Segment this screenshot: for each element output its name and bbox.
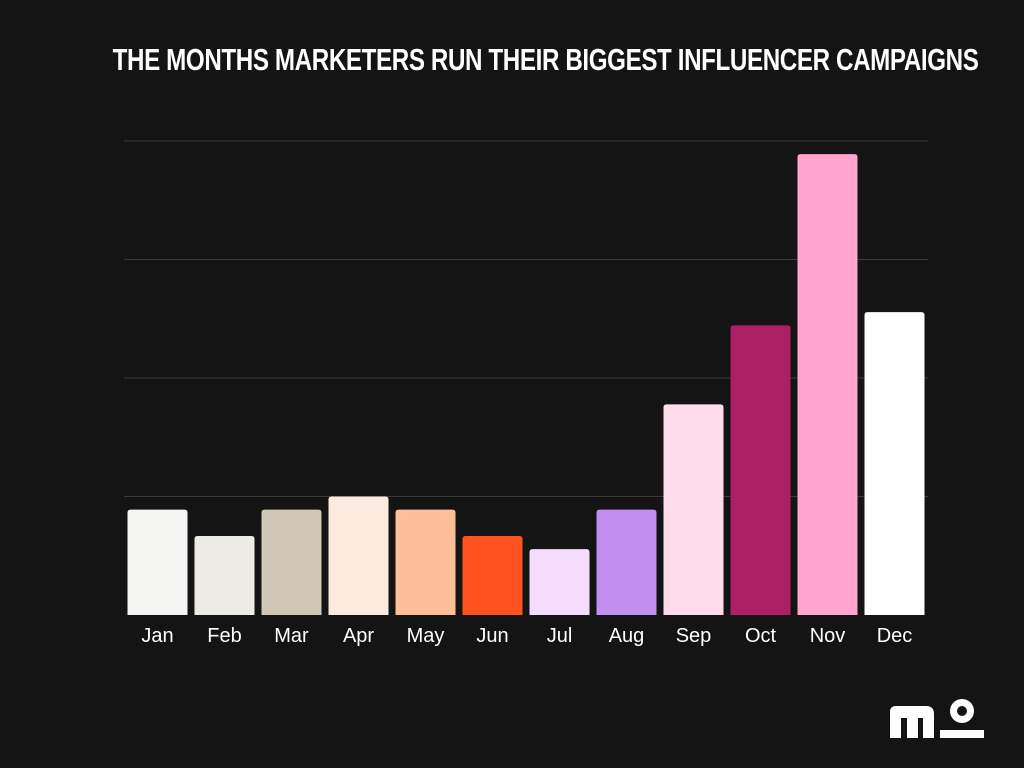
bar-jun — [462, 536, 523, 615]
x-tick-label: Jan — [141, 625, 173, 647]
bar-oct — [730, 325, 791, 615]
x-tick-label: Feb — [207, 625, 241, 647]
x-axis-labels: Jan Feb Mar Apr May Jun Jul Aug Sep Oct Nov Dec — [141, 625, 912, 647]
x-tick-label: Mar — [274, 625, 309, 647]
bar-aug — [596, 509, 657, 615]
gridlines — [124, 140, 928, 497]
bar-mar — [261, 509, 322, 615]
mo-logo-icon — [890, 699, 984, 738]
bar-dec — [864, 312, 925, 615]
x-tick-label: May — [407, 625, 445, 647]
x-tick-label: Apr — [343, 625, 374, 647]
x-tick-label: Jun — [476, 625, 508, 647]
bar-may — [395, 509, 456, 615]
bars — [127, 154, 925, 615]
x-tick-label: Dec — [877, 625, 913, 647]
x-tick-label: Sep — [676, 625, 712, 647]
x-tick-label: Jul — [547, 625, 573, 647]
bar-apr — [328, 496, 389, 615]
x-tick-label: Oct — [745, 625, 777, 647]
bar-jan — [127, 509, 188, 615]
bar-jul — [529, 549, 590, 615]
bar-nov — [797, 154, 858, 615]
x-tick-label: Aug — [609, 625, 645, 647]
bar-feb — [194, 536, 255, 615]
chart-title: THE MONTHS MARKETERS RUN THEIR BIGGEST I… — [112, 42, 979, 77]
x-tick-label: Nov — [810, 625, 846, 647]
bar-sep — [663, 404, 724, 615]
